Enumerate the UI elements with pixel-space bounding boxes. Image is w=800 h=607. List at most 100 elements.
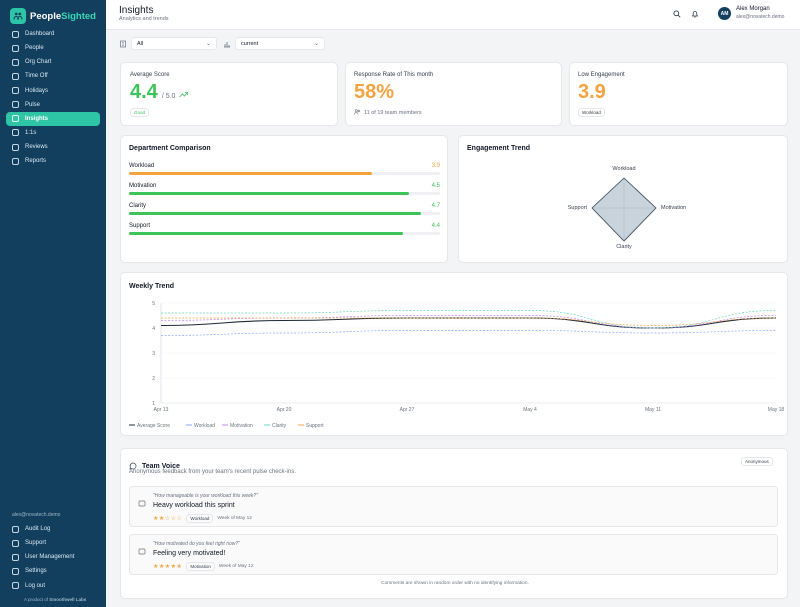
calendar-icon [12,87,19,95]
sidebar-item-support[interactable]: Support [6,536,100,550]
people-icon [12,44,19,52]
search-icon[interactable] [673,10,681,18]
series-line-support [161,317,777,326]
sidebar-item-time-off[interactable]: Time Off [6,69,100,83]
feedback-item: "How motivated do you feel right now?" Fe… [129,534,778,575]
kpi-subtext: 11 of 19 team members [364,110,422,116]
sidebar-item-label: Time Off [25,73,48,80]
topbar: Insights Analytics and trends AM Alex Mo… [106,0,800,30]
feedback-question: "How motivated do you feel right now?" [153,541,240,547]
dept-row-workload: Workload 3.9 [129,163,440,179]
avatar[interactable]: AM [718,7,731,20]
bar-track [129,232,440,235]
x-tick-label: May 18 [768,407,785,413]
period-select[interactable]: current ⌄ [235,37,325,50]
sidebar-item-log-out[interactable]: Log out [6,579,100,593]
card-subtitle: Anonymous feedback from your team's rece… [129,469,296,475]
sidebar-item-user-management[interactable]: User Management [6,550,100,564]
sidebar-item-settings[interactable]: Settings [6,564,100,578]
sidebar-item-label: Dashboard [25,31,55,37]
sidebar-item-audit-log[interactable]: Audit Log [6,522,100,536]
feedback-question: "How manageable is your workload this we… [153,493,258,499]
bar-fill [129,232,403,235]
team-select[interactable]: All ⌄ [131,37,217,50]
chat-icon [12,129,19,137]
brand[interactable]: PeopleSighted [10,4,96,28]
chevron-down-icon: ⌄ [205,41,211,47]
x-tick-label: Apr 27 [400,407,415,413]
bar-track [129,192,440,195]
y-tick-label: 5 [152,301,155,307]
dept-value: 4.7 [431,203,440,209]
dept-value: 3.9 [431,163,440,169]
product-credit-name: Smoothwell Labs [49,597,87,602]
brand-logo-icon [10,8,26,24]
sidebar-item-label: Reviews [25,144,48,151]
kpi-label: Response Rate of This month [354,72,434,78]
sidebar-item-icon [12,553,19,561]
brand-name: PeopleSighted [30,11,96,22]
department-comparison-card: Department Comparison Workload 3.9 Motivat… [120,135,448,263]
legend-label: Clarity [272,423,287,429]
legend-label: Motivation [230,423,253,429]
sidebar-item-holidays[interactable]: Holidays [6,84,100,98]
radar-chart: Workload Motivation Clarity Support [568,166,686,250]
feedback-week: Week of May 12 [218,564,254,569]
radar-label-support: Support [568,205,588,211]
building-icon [119,40,127,48]
sidebar-item-dashboard[interactable]: Dashboard [6,27,100,41]
sidebar: PeopleSighted Dashboard People Org Chart Ti… [0,0,106,607]
people-icon [354,109,361,117]
series-line-motivation [160,315,777,329]
sidebar-item-reports[interactable]: Reports [6,154,100,168]
kpi-value: 58% [354,81,395,103]
kpi-label: Average Score [130,72,170,78]
kpi-value: 4.4 [130,81,158,103]
sidebar-item-1-1s[interactable]: 1:1s [6,126,100,140]
sidebar-email: alex@novatech.demo [12,512,61,518]
bell-icon[interactable] [691,10,699,18]
period-filter: current ⌄ [223,37,325,50]
dept-name: Clarity [129,203,147,209]
dept-name: Workload [129,163,155,169]
main: Insights Analytics and trends AM Alex Mo… [106,0,800,607]
legend-label: Average Score [137,423,170,429]
series-line-average-score [160,317,777,329]
sidebar-item-org-chart[interactable]: Org Chart [6,55,100,69]
engagement-trend-card: Engagement Trend Workload Motivation Cla… [458,135,788,263]
kpi-scale: / 5.0 [161,93,176,100]
sidebar-item-reviews[interactable]: Reviews [6,140,100,154]
y-tick-label: 3 [152,351,155,357]
document-icon [12,143,19,151]
chat-icon [12,101,19,109]
anonymous-badge: Anonymous [741,457,773,466]
trend-icon [12,115,19,123]
bar-track [129,212,440,215]
sidebar-item-label: Pulse [25,101,41,108]
feedback-week: Week of May 12 [217,516,252,521]
message-icon [138,495,146,507]
user-name[interactable]: Alex Morgan [736,6,770,12]
radar-label-motivation: Motivation [661,205,686,211]
calendar-icon [12,72,19,80]
sidebar-item-label: Org Chart [25,59,52,66]
sidebar-item-label: People [25,45,44,52]
feedback-item: "How manageable is your workload this we… [129,486,778,527]
feedback-tag: Motivation [186,562,215,571]
card-title: Engagement Trend [467,145,531,152]
sidebar-item-label: Audit Log [25,526,51,532]
x-tick-label: May 11 [645,407,661,413]
sidebar-item-insights[interactable]: Insights [6,111,100,126]
sidebar-bottom: alex@novatech.demo Audit Log Support User … [6,512,100,593]
radar-label-workload: Workload [612,166,635,172]
feedback-answer: Feeling very motivated! [153,550,226,557]
team-filter: All ⌄ [119,37,217,50]
brand-name-part-a: People [30,10,62,22]
sidebar-item-label: Log out [25,582,46,589]
voice-footer: Comments are shown in random order with … [381,581,529,586]
user-email: alex@novatech.demo [736,14,785,20]
sidebar-item-pulse[interactable]: Pulse [6,98,100,112]
sidebar-item-people[interactable]: People [6,41,100,55]
product-credit: A product of Smoothwell Labs [6,597,86,602]
